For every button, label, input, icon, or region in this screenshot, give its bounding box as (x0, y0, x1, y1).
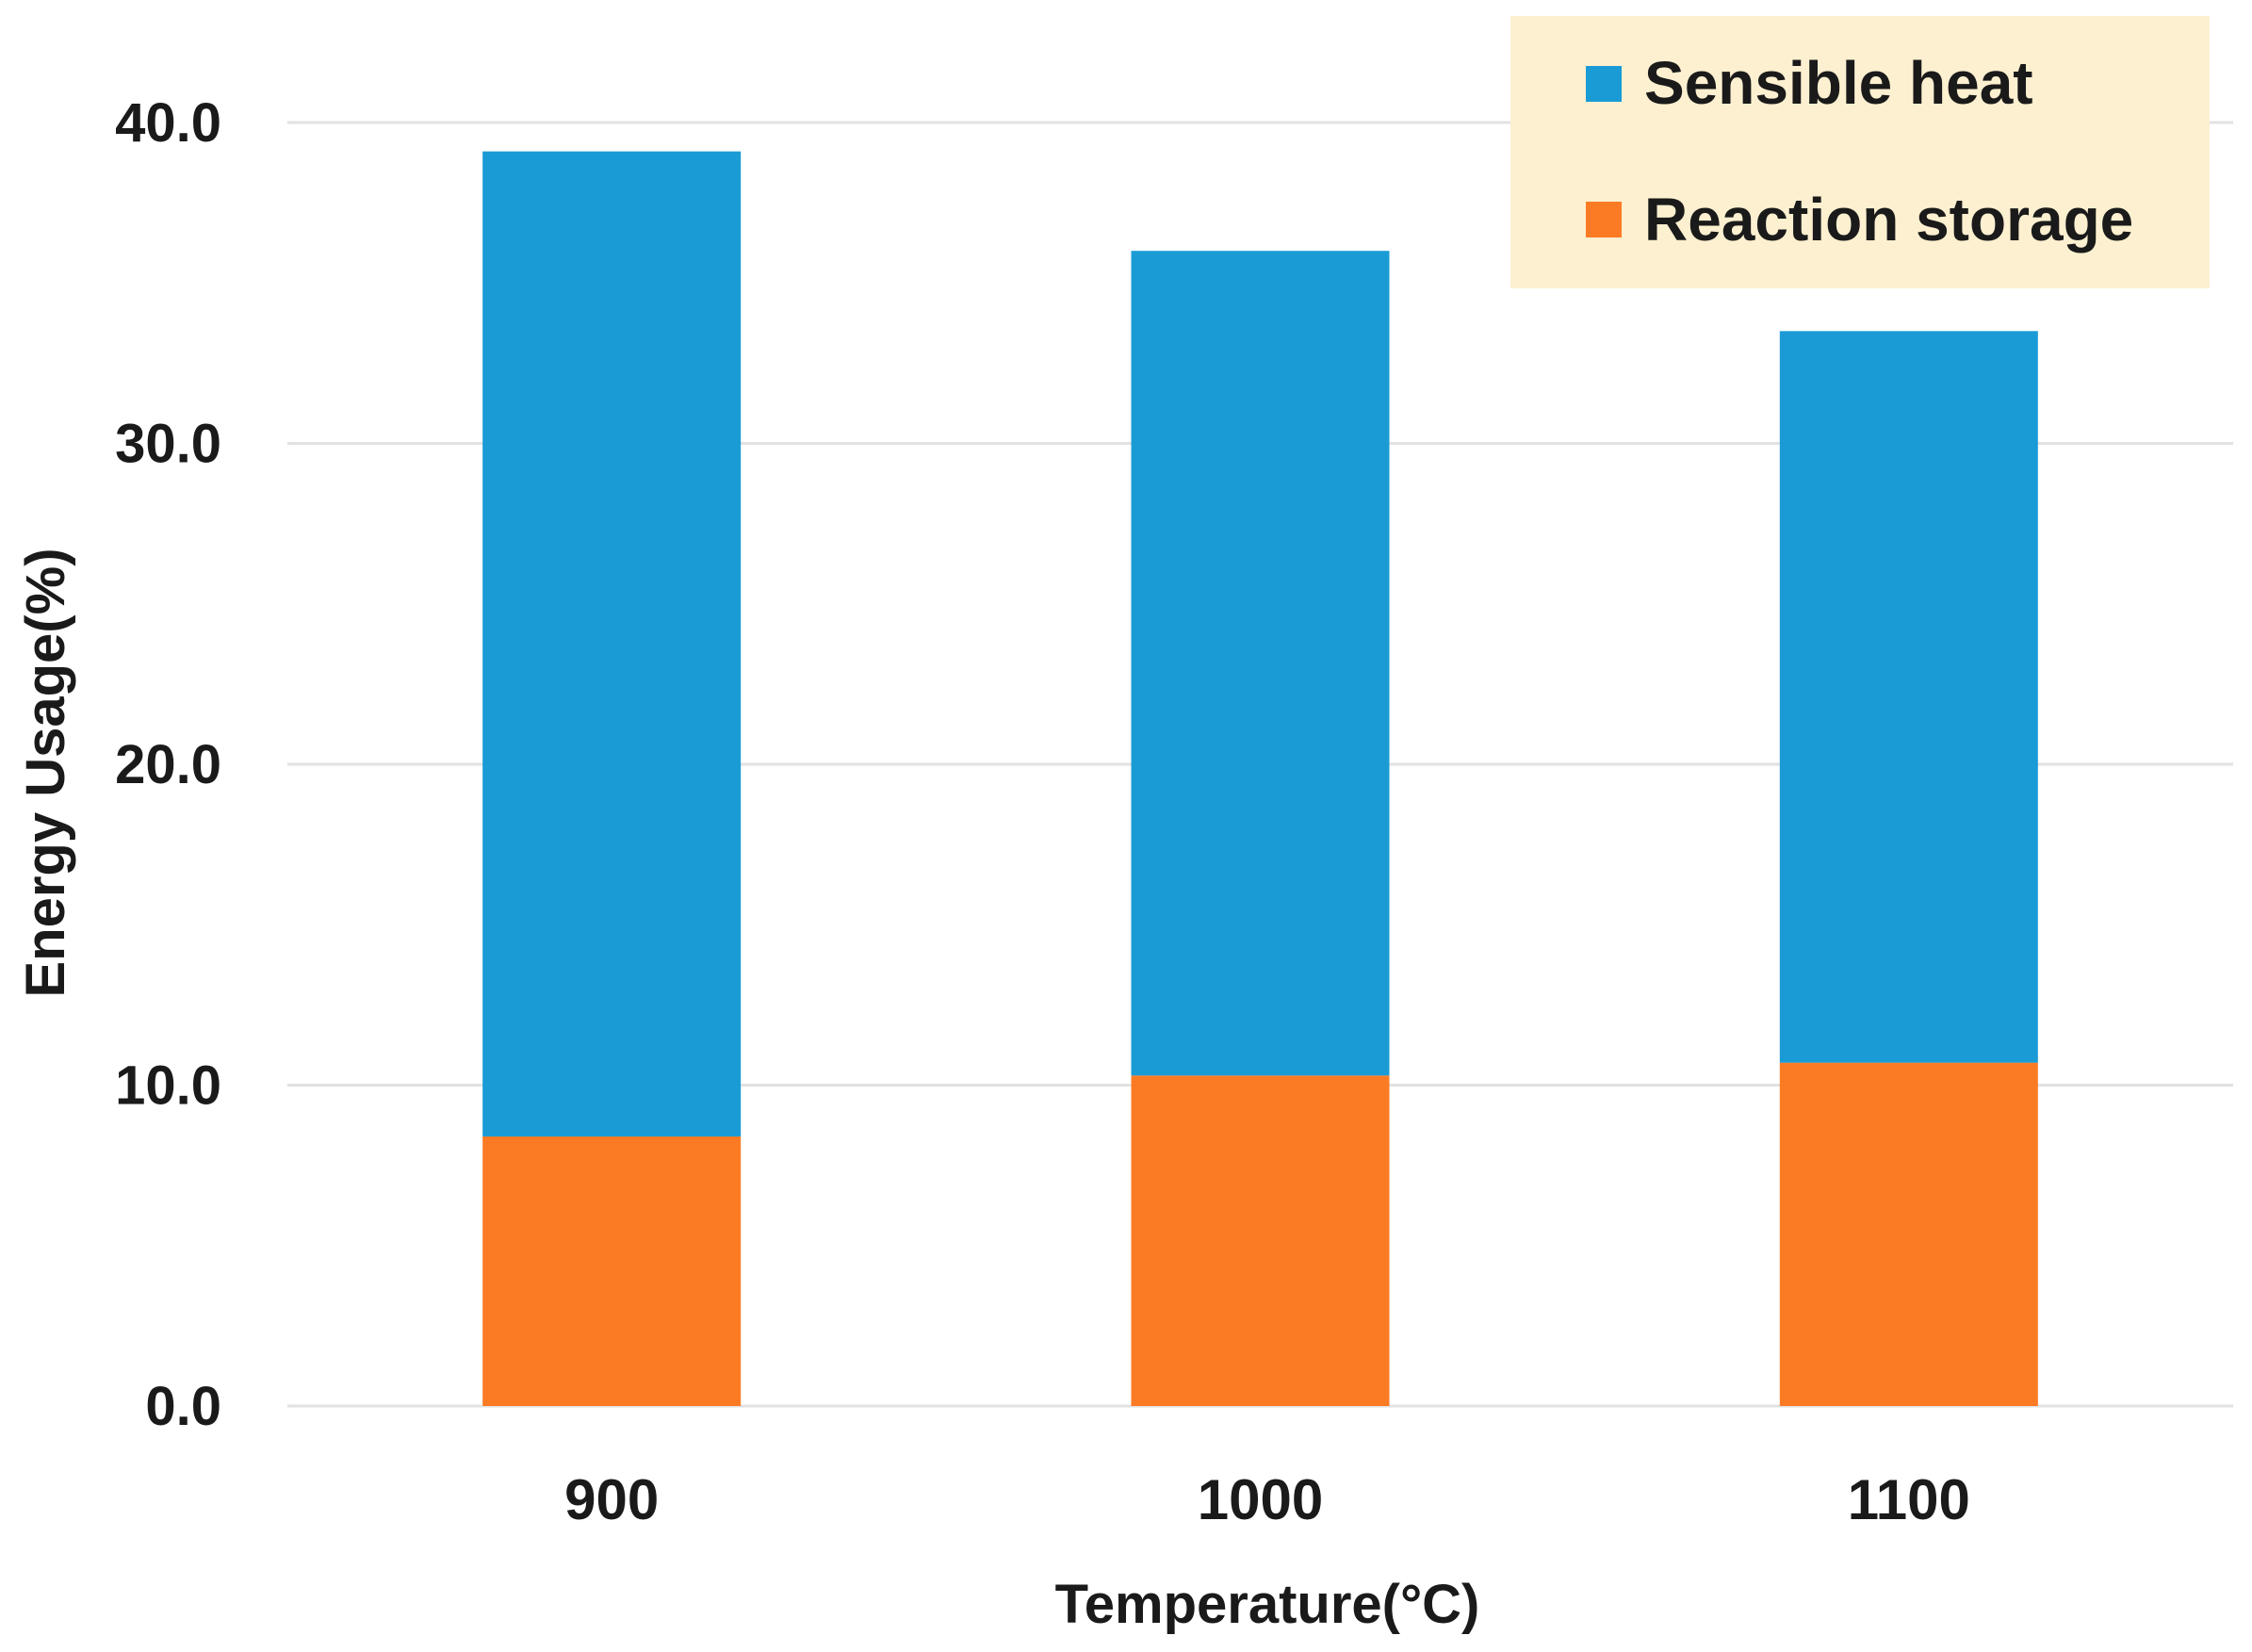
bars (482, 151, 2038, 1406)
x-category-label-1000: 1000 (1198, 1468, 1323, 1531)
y-tick-label-2: 20.0 (115, 734, 221, 795)
x-category-label-1100: 1100 (1848, 1468, 1970, 1531)
legend-label-reaction-storage: Reaction storage (1644, 186, 2133, 254)
legend-background (1510, 16, 2210, 288)
x-category-label-900: 900 (564, 1468, 659, 1531)
y-tick-label-3: 30.0 (115, 414, 221, 475)
bar-reaction-storage-1000 (1131, 1075, 1390, 1406)
bar-sensible-heat-1000 (1131, 251, 1390, 1076)
x-axis-categories: 900 1000 1100 (564, 1468, 1970, 1531)
legend: Sensible heat Reaction storage (1510, 16, 2210, 288)
legend-swatch-sensible-heat (1586, 66, 1622, 102)
legend-label-sensible-heat: Sensible heat (1644, 49, 2033, 117)
bar-sensible-heat-900 (482, 151, 742, 1137)
bar-sensible-heat-1100 (1779, 331, 2038, 1063)
x-axis-title: Temperature(°C) (1055, 1574, 1480, 1635)
legend-swatch-reaction-storage (1586, 202, 1622, 237)
bar-reaction-storage-1100 (1779, 1062, 2038, 1406)
y-tick-label-1: 10.0 (115, 1055, 221, 1117)
y-axis-ticks: 0.0 10.0 20.0 30.0 40.0 (115, 92, 221, 1437)
y-axis-title: Energy Usage(%) (15, 548, 76, 997)
y-tick-label-4: 40.0 (115, 92, 221, 154)
bar-reaction-storage-900 (482, 1136, 742, 1406)
y-tick-label-0: 0.0 (145, 1376, 221, 1437)
